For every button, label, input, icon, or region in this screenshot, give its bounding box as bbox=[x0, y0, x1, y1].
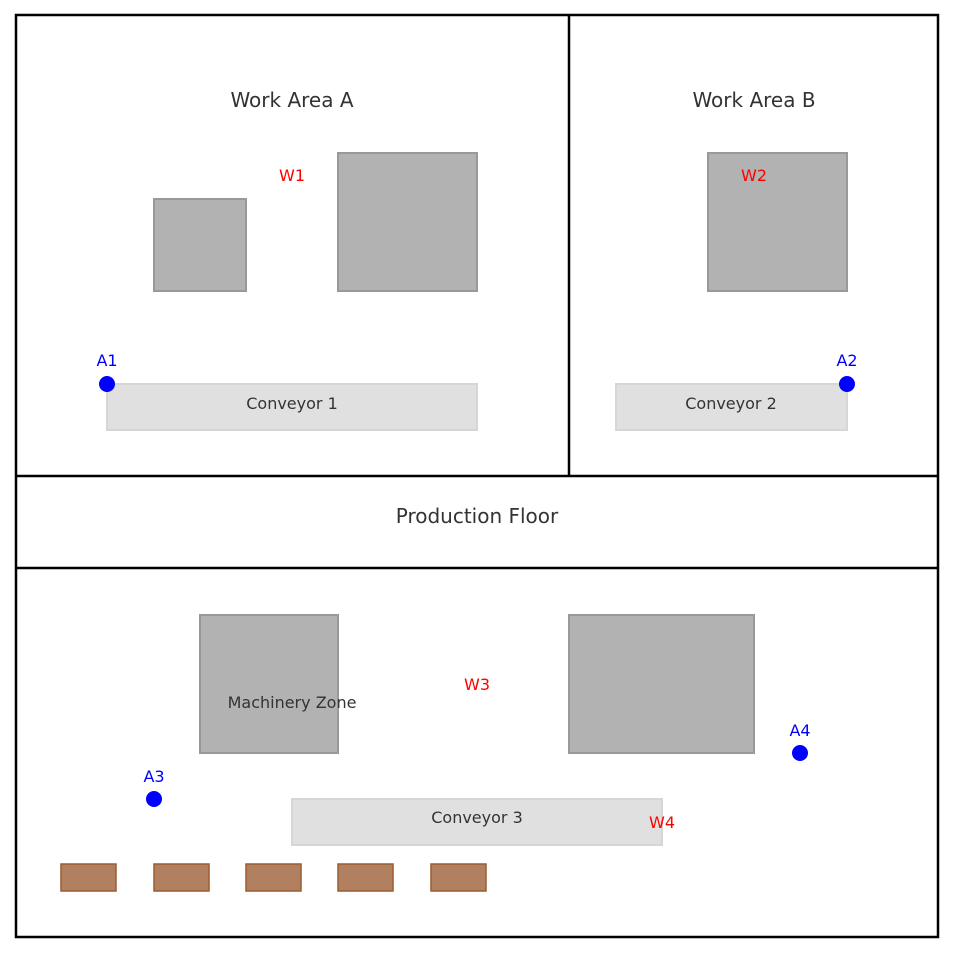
pallet bbox=[337, 863, 394, 892]
machinery-zone-label: Machinery Zone bbox=[228, 693, 357, 712]
access-a3-label: A3 bbox=[143, 767, 164, 786]
access-a4-label: A4 bbox=[789, 721, 810, 740]
pallet bbox=[245, 863, 302, 892]
worker-w3-label: W3 bbox=[464, 675, 490, 694]
work-area-a-label: Work Area A bbox=[230, 88, 353, 112]
conveyor-2-label: Conveyor 2 bbox=[685, 394, 777, 413]
conveyor-1 bbox=[106, 383, 478, 431]
pallet bbox=[60, 863, 117, 892]
access-a4-marker bbox=[792, 745, 808, 761]
worker-w4-label: W4 bbox=[649, 813, 675, 832]
access-a3-marker bbox=[146, 791, 162, 807]
pallet bbox=[153, 863, 210, 892]
machine-a1 bbox=[153, 198, 247, 292]
worker-w2-label: W2 bbox=[741, 166, 767, 185]
access-a1-label: A1 bbox=[96, 351, 117, 370]
conveyor-3 bbox=[291, 798, 663, 846]
pallet bbox=[430, 863, 487, 892]
conveyor-1-label: Conveyor 1 bbox=[246, 394, 338, 413]
machine-a2 bbox=[337, 152, 478, 292]
machine-m2 bbox=[568, 614, 755, 754]
access-a2-marker bbox=[839, 376, 855, 392]
worker-w1-label: W1 bbox=[279, 166, 305, 185]
production-floor-label: Production Floor bbox=[396, 504, 559, 528]
conveyor-3-label: Conveyor 3 bbox=[431, 808, 523, 827]
machine-m1 bbox=[199, 614, 339, 754]
access-a2-label: A2 bbox=[836, 351, 857, 370]
work-area-b-label: Work Area B bbox=[692, 88, 815, 112]
conveyor-2 bbox=[615, 383, 848, 431]
access-a1-marker bbox=[99, 376, 115, 392]
machine-b1 bbox=[707, 152, 848, 292]
